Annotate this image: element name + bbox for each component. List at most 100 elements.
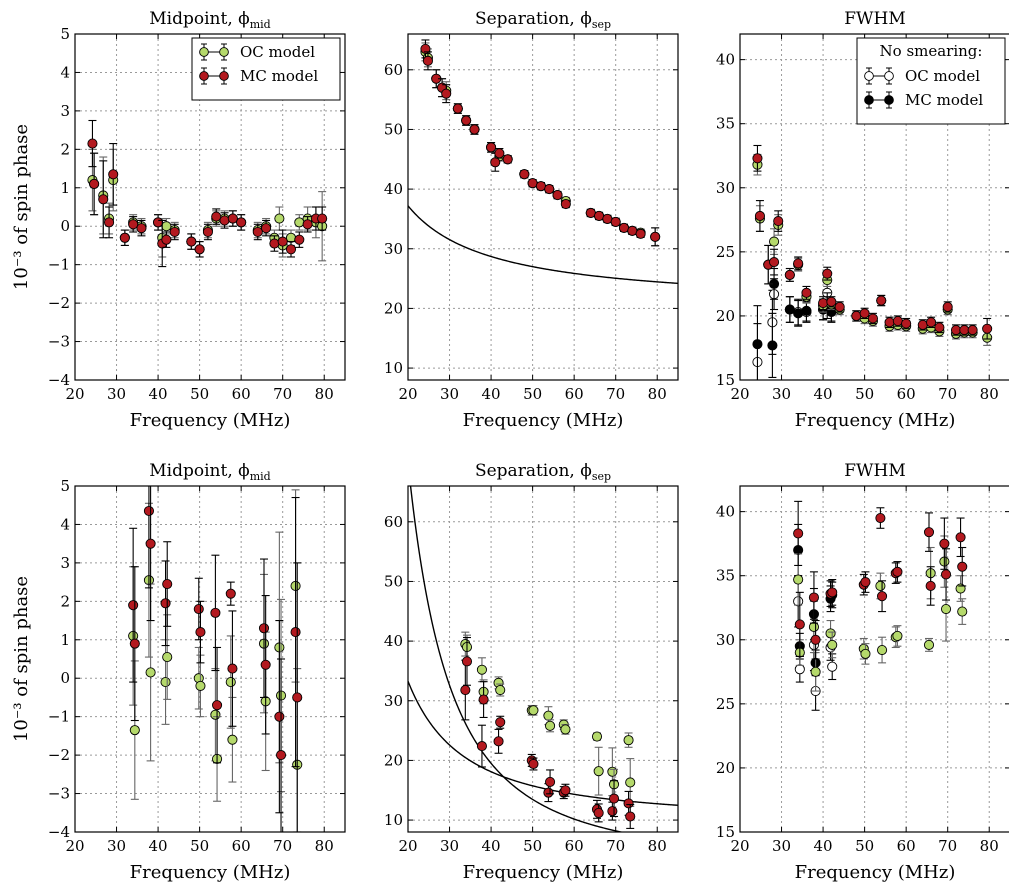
data-point [594,210,605,221]
y-tick-label: 60 [384,513,403,531]
data-point [967,324,978,336]
data-point [161,221,172,232]
x-tick-label: 30 [440,837,459,855]
panel-title-sub: mid [250,470,271,483]
x-tick-label: 40 [814,837,833,855]
data-point [607,806,618,817]
y-tick-label: 5 [60,25,70,43]
data-point [161,234,172,245]
series-oc [420,42,661,247]
y-tick-label: 2 [60,592,70,610]
x-tick-label: 50 [523,837,542,855]
x-axis-label: Frequency (MHz) [463,862,624,883]
data-point [939,538,950,549]
panel-title: Midpoint, ϕmid [149,9,270,31]
data-point [193,603,204,615]
y-tick-label: 20 [716,307,735,325]
data-point [129,638,140,649]
data-point [528,758,539,770]
data-point [422,55,433,66]
data-point [767,340,778,351]
data-point [490,157,501,168]
y-tick-label: 40 [716,503,735,521]
data-point [955,532,966,543]
y-tick-label: 30 [384,692,403,710]
data-point [923,527,935,538]
data-point [145,667,156,678]
panel-title-main: Midpoint, ϕ [149,9,249,29]
x-tick-label: 70 [606,837,625,855]
data-point [285,232,297,243]
series-mc [87,119,328,268]
x-tick-label: 60 [232,837,251,855]
x-tick-label: 50 [190,837,209,855]
y-tick-label: 30 [716,631,735,649]
data-point [794,619,805,630]
legend-marker [219,71,229,81]
data-point [942,301,953,313]
legend-label: MC model [905,91,983,109]
y-tick-label: 4 [60,63,70,81]
data-point [627,225,638,236]
legend-label: MC model [240,67,318,85]
data-point [545,776,556,787]
x-tick-label: 80 [980,385,999,403]
data-point [143,505,154,517]
y-tick-label: −4 [48,823,70,841]
data-point [877,591,888,602]
data-point [793,574,804,585]
data-point [773,216,784,227]
data-point [194,244,205,255]
data-point [136,223,147,234]
x-axis-label: Frequency (MHz) [795,410,956,431]
legend-marker [884,95,894,105]
data-point [420,43,431,54]
panel-bottom-separation: 20 30 40 50 60 70 80 10 20 30 40 50 60 Separation, ϕs… [384,461,679,883]
data-point [476,741,487,752]
data-point [593,766,604,777]
data-point [834,301,845,313]
data-point [252,226,263,238]
data-point [955,583,966,594]
data-point [608,793,620,804]
x-tick-label: 60 [565,385,584,403]
data-point [119,232,130,243]
data-point [560,724,571,735]
data-point [528,705,539,716]
legend-label: OC model [240,43,315,61]
data-point [104,217,115,228]
data-point [560,785,571,796]
y-tick-label: 25 [716,243,735,261]
plot-frame [407,33,679,381]
data-point [535,181,546,192]
y-tick-label: −1 [48,708,70,726]
data-point [769,257,780,268]
x-tick-label: 70 [938,385,957,403]
data-point [219,215,230,226]
x-tick-label: 20 [65,837,84,855]
data-point [591,731,603,742]
panel-title-main: FWHM [844,461,906,481]
panel-bottom-fwhm: 20 30 40 50 60 70 80152025303540FWHMFrequency … [716,461,1009,883]
data-point [827,587,838,598]
data-point [210,709,221,720]
x-tick-label: 80 [980,837,999,855]
data-point [752,153,763,164]
data-point [607,766,618,777]
data-point [269,238,280,249]
x-tick-label: 80 [315,837,334,855]
legend-marker [864,95,874,105]
data-point [867,313,878,324]
data-point [160,598,171,609]
data-point [202,226,213,238]
data-point [610,216,621,227]
y-tick-label: 25 [716,695,735,713]
data-point [810,634,821,645]
data-point [129,725,140,736]
y-tick-label: 2 [60,140,70,158]
panel-title: Midpoint, ϕmid [149,461,270,483]
legend-label: OC model [905,67,980,85]
x-tick-label: 30 [107,837,126,855]
data-point [275,750,287,761]
data-point [754,210,765,222]
